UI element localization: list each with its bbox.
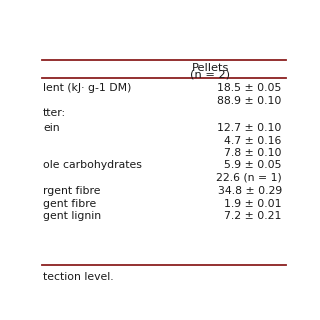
Text: 5.9 ± 0.05: 5.9 ± 0.05 (224, 160, 282, 171)
Text: 18.5 ± 0.05: 18.5 ± 0.05 (217, 84, 282, 93)
Text: tter:: tter: (43, 108, 66, 118)
Text: tection level.: tection level. (43, 272, 114, 282)
Text: 34.8 ± 0.29: 34.8 ± 0.29 (218, 186, 282, 196)
Text: rgent fibre: rgent fibre (43, 186, 100, 196)
Text: 12.7 ± 0.10: 12.7 ± 0.10 (217, 124, 282, 133)
Text: lent (kJ· g-1 DM): lent (kJ· g-1 DM) (43, 84, 132, 93)
Text: 7.8 ± 0.10: 7.8 ± 0.10 (224, 148, 282, 158)
Text: 88.9 ± 0.10: 88.9 ± 0.10 (217, 96, 282, 106)
Text: gent lignin: gent lignin (43, 211, 101, 221)
Text: 7.2 ± 0.21: 7.2 ± 0.21 (224, 211, 282, 221)
Text: (n = 2): (n = 2) (190, 69, 230, 80)
Text: gent fibre: gent fibre (43, 199, 96, 209)
Text: 1.9 ± 0.01: 1.9 ± 0.01 (224, 199, 282, 209)
Text: ein: ein (43, 124, 60, 133)
Text: 22.6 (n = 1): 22.6 (n = 1) (216, 173, 282, 183)
Text: 4.7 ± 0.16: 4.7 ± 0.16 (224, 136, 282, 146)
Text: Pellets: Pellets (192, 63, 229, 73)
Text: ole carbohydrates: ole carbohydrates (43, 160, 142, 171)
